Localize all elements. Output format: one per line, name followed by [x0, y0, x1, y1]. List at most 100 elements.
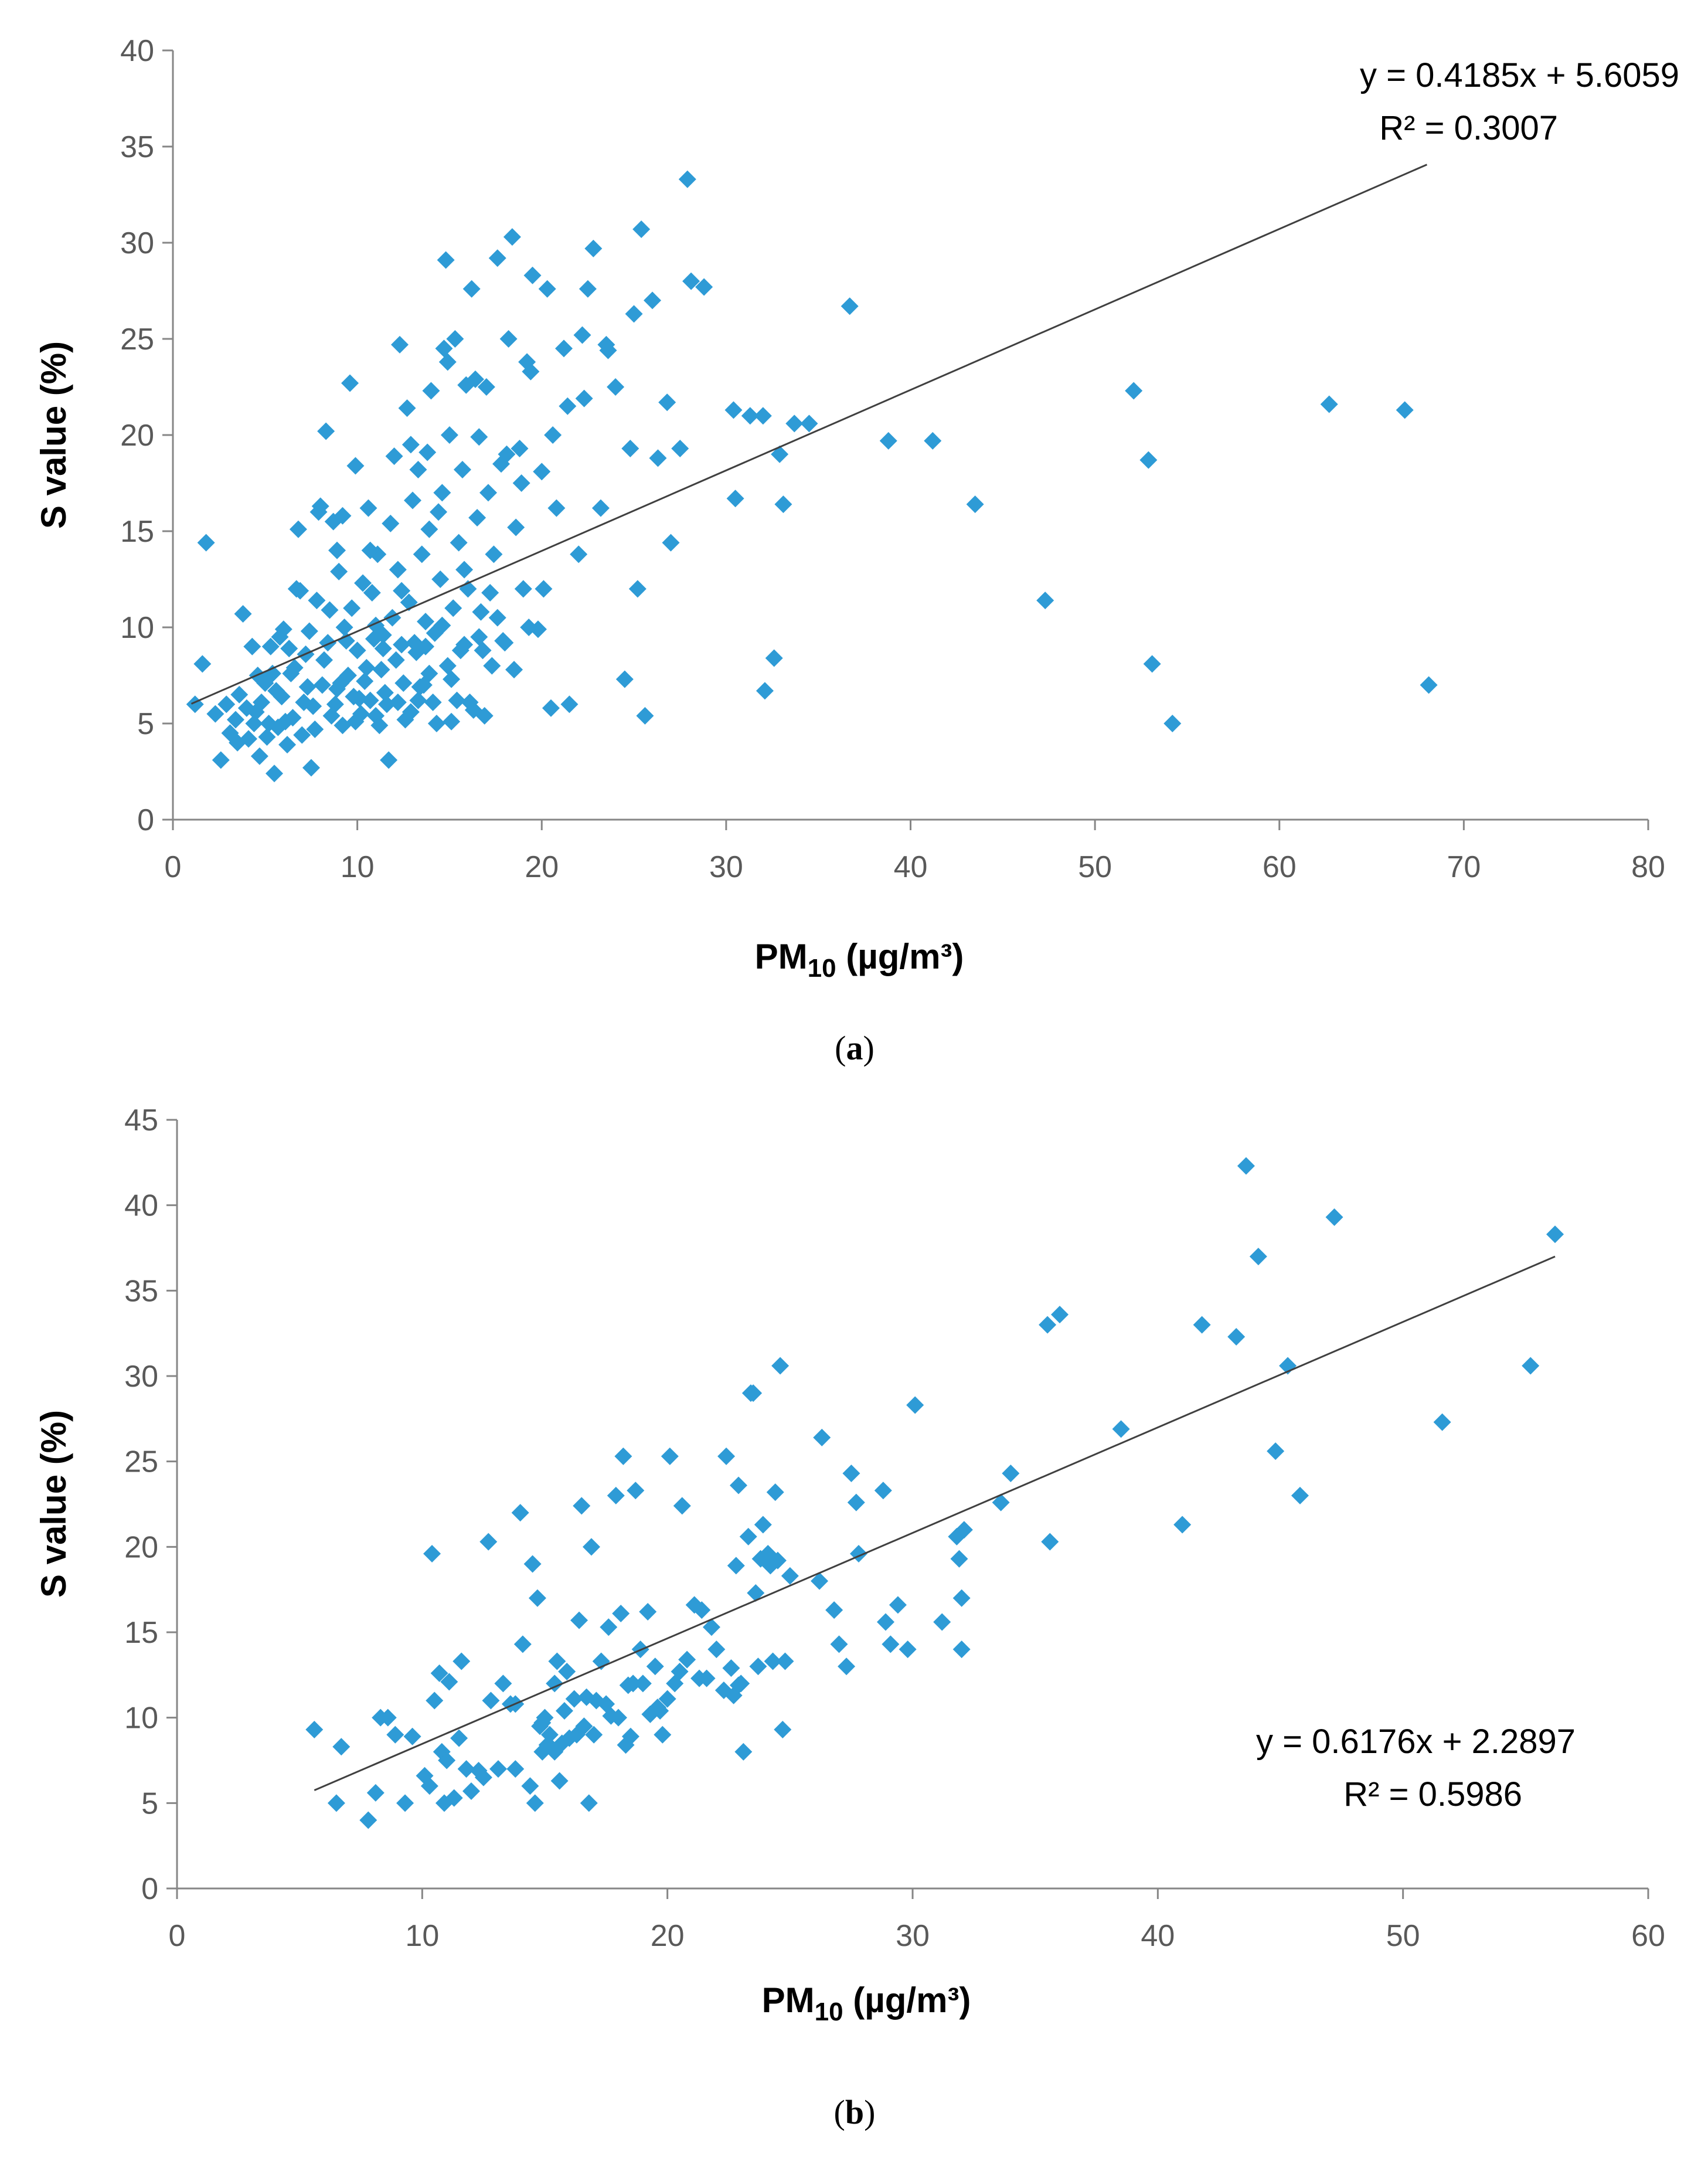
chart-a-data-point	[1396, 401, 1414, 419]
chart-b-data-point	[570, 1611, 588, 1629]
chart-b-data-point	[673, 1497, 691, 1515]
chart-a-data-point	[390, 335, 409, 354]
chart-b-data-point	[747, 1584, 765, 1602]
chart-b-y-axis-title: S value (%)	[34, 1410, 73, 1598]
chart-a-data-point	[413, 545, 431, 563]
chart-b-data-point	[482, 1691, 500, 1710]
chart-a-data-point	[559, 397, 577, 415]
chart-a-x-axis-title: PM10 (µg/m³)	[755, 937, 964, 983]
chart-a-data-point	[520, 619, 538, 636]
chart-a-data-point	[621, 439, 639, 457]
chart-a-data-point	[186, 695, 204, 714]
chart-a-data-point	[206, 705, 224, 723]
chart-b-data-point	[717, 1447, 736, 1465]
chart-b-x-tick-label: 10	[405, 1919, 439, 1953]
chart-a-data-point	[785, 415, 804, 433]
chart-b: 0 5 10 15 20 25 30 35 40 45 0 10 20 30 40 50 60 y = 0.6…	[34, 1103, 1665, 2131]
chart-a-data-point	[1420, 676, 1438, 694]
chart-a-data-point	[334, 507, 352, 525]
chart-b-x-axis-title: PM10 (µg/m³)	[762, 1981, 971, 2026]
chart-b-data-point	[825, 1601, 843, 1619]
chart-b-data-point	[457, 1760, 475, 1778]
chart-b-y-tick-label: 25	[124, 1445, 158, 1479]
chart-a-data-point	[481, 583, 499, 602]
chart-b-data-point	[764, 1652, 782, 1670]
chart-a-data-point	[295, 693, 313, 711]
chart-b-data-point	[494, 1674, 512, 1693]
chart-b-data-point	[305, 1721, 324, 1739]
chart-a-data-point	[430, 503, 448, 521]
chart-a-data-point	[754, 407, 772, 425]
chart-a-x-tick-label: 20	[525, 850, 559, 884]
chart-a-data-point	[507, 518, 525, 536]
chart-a-data-point	[258, 728, 276, 746]
chart-a-data-point	[485, 545, 503, 563]
chart-a-data-point	[632, 220, 651, 239]
chart-b-data-point	[533, 1714, 552, 1732]
chart-a-data-point	[453, 461, 471, 479]
chart-a-data-point	[372, 661, 390, 679]
chart-b-data-point	[933, 1613, 951, 1631]
chart-b-axes	[176, 1120, 1648, 1890]
chart-b-data-point	[526, 1794, 544, 1812]
chart-a-data-point	[398, 399, 416, 417]
chart-a-data-point	[475, 706, 494, 725]
chart-a-data-point	[229, 733, 247, 752]
chart-b-data-point	[567, 1725, 586, 1744]
chart-a-data-point	[584, 239, 603, 257]
chart-b-x-tick-label: 50	[1386, 1919, 1420, 1953]
chart-a-x-tick-label: 30	[709, 850, 743, 884]
chart-b-data-point	[651, 1702, 669, 1720]
chart-b-data-point	[550, 1772, 569, 1790]
chart-a-data-point	[538, 280, 556, 298]
chart-a-data-point	[1320, 395, 1338, 413]
chart-a-data-point	[217, 695, 236, 714]
chart-b-data-point	[602, 1707, 620, 1725]
chart-b-data-point	[614, 1447, 632, 1465]
chart-b-trendline	[314, 1255, 1556, 1791]
chart-b-data-point	[749, 1657, 767, 1676]
chart-b-data-point	[899, 1640, 917, 1659]
chart-a-data-point	[276, 712, 294, 731]
chart-a-data-point	[414, 676, 433, 694]
chart-a-data-point	[444, 599, 462, 617]
chart-b-points	[305, 1157, 1564, 1829]
chart-a-data-point	[394, 674, 413, 692]
chart-b-y-tick-label: 5	[141, 1786, 158, 1820]
chart-b-data-point	[600, 1618, 618, 1636]
chart-a-data-point	[350, 689, 368, 708]
chart-b-data-point	[744, 1384, 763, 1402]
chart-a-data-point	[599, 341, 617, 359]
chart-b-data-point	[450, 1729, 468, 1747]
chart-b-data-point	[379, 1708, 397, 1727]
chart-a-data-point	[522, 362, 540, 381]
chart-b-data-point	[332, 1738, 351, 1756]
chart-a-x-tick-label: 60	[1263, 850, 1297, 884]
chart-a-x-tick-label: 10	[341, 850, 375, 884]
chart-a-data-point	[427, 715, 445, 732]
chart-b-data-point	[627, 1482, 645, 1500]
chart-a-data-point	[573, 326, 591, 344]
chart-b-data-point	[690, 1669, 709, 1687]
chart-b-data-point	[624, 1674, 642, 1693]
chart-b-data-point	[671, 1663, 689, 1681]
chart-b-data-point	[658, 1690, 676, 1708]
chart-a-data-point	[451, 641, 469, 660]
chart-b-data-point	[546, 1742, 564, 1761]
chart-a-data-point	[313, 676, 331, 694]
chart-a-data-point	[1143, 655, 1161, 673]
chart-a-data-point	[380, 751, 398, 769]
chart-a-data-point	[419, 443, 437, 461]
chart-b-data-point	[479, 1533, 498, 1551]
chart-a-data-point	[503, 228, 521, 246]
chart-b-data-point	[952, 1589, 971, 1607]
chart-a-data-point	[285, 658, 304, 677]
chart-a-data-point	[560, 695, 579, 714]
chart-b-x-axis-title-main: PM	[762, 1981, 815, 2020]
chart-b-data-point	[950, 1550, 968, 1568]
chart-b-data-point	[1267, 1442, 1285, 1460]
chart-a-y-tick-label: 20	[120, 419, 154, 453]
chart-a-x-axis-title-main: PM	[755, 937, 808, 976]
chart-a-data-point	[443, 712, 461, 731]
chart-b-x-axis-title-sub: 10	[815, 1998, 843, 2026]
